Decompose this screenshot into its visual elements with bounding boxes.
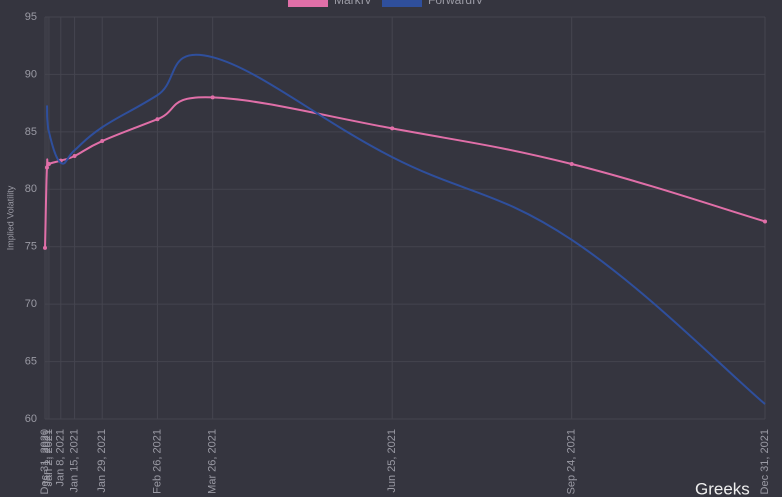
- x-tick-label: Sep 24, 2021: [566, 429, 578, 494]
- x-tick-label: Jan 2, 2021: [43, 429, 55, 487]
- legend-label: MarkIV: [334, 0, 372, 7]
- x-tick-label: Dec 31, 2021: [759, 429, 771, 494]
- y-tick-label: 70: [25, 298, 37, 310]
- point: [43, 245, 47, 250]
- x-tick-label: Jan 15, 2021: [68, 429, 80, 493]
- y-tick-label: 80: [25, 183, 37, 195]
- x-tick-label: Jan 29, 2021: [96, 429, 108, 493]
- point: [569, 162, 574, 167]
- y-tick-label: 75: [25, 241, 37, 253]
- point: [72, 153, 77, 158]
- y-tick-label: 60: [25, 413, 37, 425]
- x-tick-label: Jan 1, 2021: [41, 429, 53, 487]
- x-tick-label: Dec 31, 2020: [39, 429, 51, 494]
- x-tick-label: Jan 8, 2021: [55, 429, 67, 487]
- y-axis-label: Implied Volatility: [5, 185, 15, 250]
- series-line: [45, 53, 766, 405]
- y-tick-label: 85: [25, 126, 37, 138]
- y-tick-label: 65: [25, 355, 37, 367]
- legend-swatch: [288, 0, 328, 7]
- point: [44, 165, 49, 170]
- point: [46, 162, 51, 167]
- x-tick-label: Jun 25, 2021: [386, 429, 398, 493]
- y-tick-label: 95: [25, 11, 37, 23]
- point: [390, 126, 395, 131]
- point: [100, 139, 105, 144]
- x-tick-label: Feb 26, 2021: [151, 429, 163, 494]
- legend-swatch: [382, 0, 422, 7]
- point: [155, 117, 160, 122]
- legend-label: ForwardIV: [428, 0, 483, 7]
- watermark: Greeks: [695, 479, 750, 497]
- point: [763, 219, 767, 224]
- y-tick-label: 90: [25, 68, 37, 80]
- point: [210, 95, 215, 100]
- x-tick-label: Mar 26, 2021: [207, 429, 219, 494]
